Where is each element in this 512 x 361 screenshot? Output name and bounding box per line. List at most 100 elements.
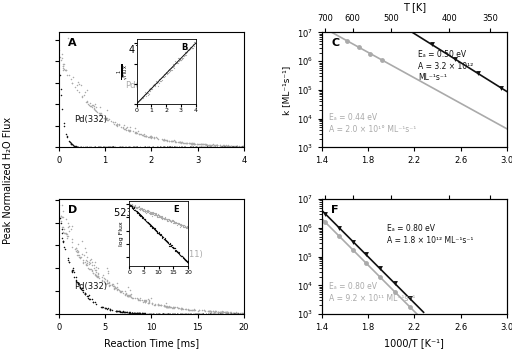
Point <box>129 310 137 316</box>
Point <box>204 144 212 150</box>
Point <box>158 136 166 142</box>
Point <box>210 309 219 315</box>
Point <box>70 269 78 274</box>
Point <box>222 143 230 149</box>
Point <box>64 257 72 263</box>
Point <box>146 221 154 227</box>
Point <box>177 223 185 229</box>
Point <box>125 124 134 130</box>
Point <box>130 144 138 150</box>
Point <box>140 216 148 222</box>
Point <box>199 311 207 317</box>
Point <box>86 257 94 263</box>
Point <box>62 131 71 137</box>
Point <box>182 306 190 312</box>
Point <box>153 79 161 85</box>
Point <box>154 83 162 88</box>
Point <box>132 129 140 135</box>
Point <box>148 301 156 307</box>
Point <box>175 55 183 61</box>
Point <box>165 144 174 150</box>
Point <box>142 133 150 139</box>
Point <box>72 248 80 254</box>
Point <box>140 310 148 316</box>
Point <box>113 287 121 293</box>
Point <box>144 144 153 150</box>
Point <box>134 210 142 216</box>
Point <box>236 310 244 316</box>
Point <box>236 144 244 150</box>
Point <box>165 69 173 75</box>
Point <box>57 92 65 98</box>
Point <box>177 311 185 317</box>
Point <box>196 144 204 150</box>
Point <box>167 218 176 223</box>
Point <box>84 293 92 299</box>
Point <box>133 205 141 210</box>
Point <box>144 300 152 305</box>
Point <box>144 92 152 97</box>
Point <box>151 226 159 232</box>
Point <box>58 226 67 232</box>
Point <box>141 208 149 213</box>
Point <box>146 222 154 228</box>
Point <box>196 142 204 147</box>
Point <box>172 220 180 226</box>
Point <box>190 308 198 313</box>
Point <box>154 230 162 236</box>
Point <box>159 234 167 240</box>
Point <box>152 212 160 217</box>
Point <box>199 142 207 147</box>
Point <box>229 310 238 316</box>
Point <box>143 144 152 150</box>
Point <box>182 224 190 230</box>
Point <box>188 307 196 313</box>
Point <box>208 142 216 148</box>
Point <box>174 56 182 61</box>
Point <box>78 239 86 244</box>
Point <box>105 144 114 150</box>
Point <box>166 217 174 223</box>
Point <box>159 311 167 317</box>
Point <box>60 120 68 126</box>
Point <box>148 223 156 229</box>
Point <box>148 209 156 215</box>
Point <box>174 220 182 226</box>
Point <box>110 144 118 150</box>
Point <box>135 204 143 209</box>
Point <box>204 308 212 314</box>
Point <box>161 311 169 317</box>
Point <box>83 254 91 260</box>
Point <box>135 101 143 107</box>
Point <box>158 311 166 317</box>
Point <box>154 301 162 307</box>
Point <box>179 222 187 228</box>
Point <box>140 217 148 222</box>
Point <box>148 209 157 215</box>
Point <box>143 90 152 96</box>
Point <box>227 143 235 149</box>
Point <box>145 134 154 140</box>
Point <box>117 309 125 314</box>
Point <box>89 270 97 276</box>
Point <box>166 243 175 249</box>
Point <box>168 311 176 317</box>
Point <box>184 48 192 53</box>
Point <box>152 311 160 317</box>
Point <box>177 140 185 145</box>
Point <box>175 221 183 227</box>
Point <box>217 309 225 314</box>
Point <box>169 305 177 310</box>
Point <box>183 47 191 52</box>
Point <box>111 285 119 291</box>
Point <box>160 217 168 222</box>
Point <box>84 259 93 265</box>
Point <box>231 144 240 150</box>
Point <box>165 311 174 317</box>
Point <box>169 218 177 224</box>
Point <box>131 310 139 316</box>
Point <box>92 301 100 307</box>
Point <box>118 144 126 150</box>
Point <box>191 144 200 150</box>
Point <box>183 140 191 146</box>
